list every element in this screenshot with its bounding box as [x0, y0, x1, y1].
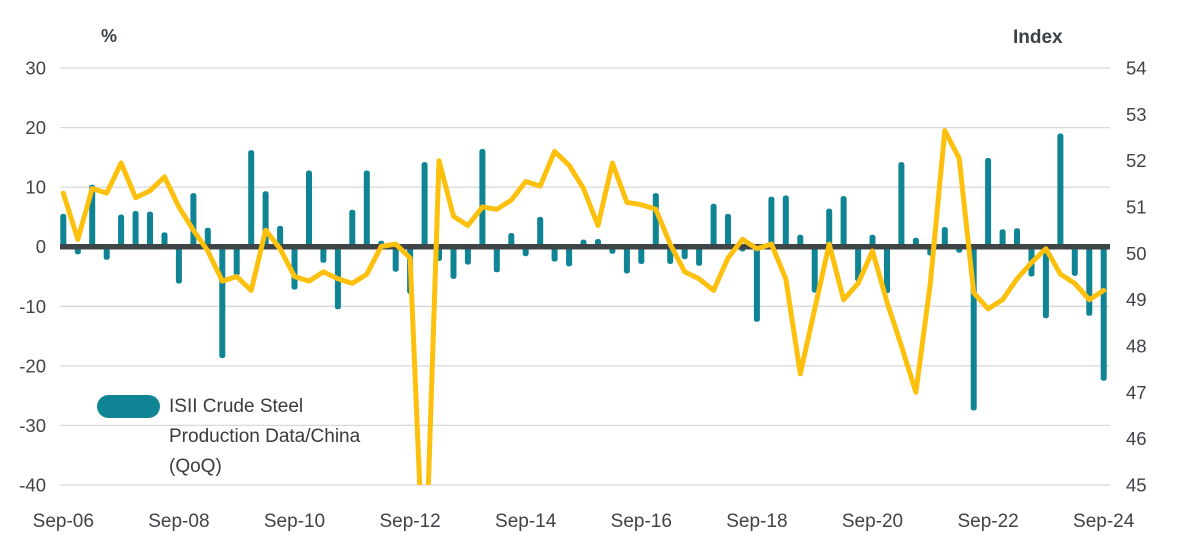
- left-axis-title: %: [101, 26, 118, 46]
- bar: [363, 170, 370, 247]
- legend-line-1: ISII Crude Steel: [169, 396, 304, 417]
- bar: [450, 246, 457, 279]
- right-tick-label: 45: [1126, 475, 1147, 496]
- left-tick-label: -30: [19, 415, 46, 436]
- bar: [537, 216, 544, 247]
- index-line: [60, 128, 1107, 485]
- bar: [306, 170, 312, 247]
- bar: [1014, 228, 1020, 247]
- bar: [869, 234, 876, 247]
- right-axis-ticks: 54 53 52 51 50 49 48 47 46 45: [1126, 58, 1147, 496]
- legend-line-3: (QoQ): [169, 456, 222, 477]
- x-tick-label: Sep-14: [495, 511, 557, 532]
- bar: [464, 246, 471, 265]
- bar: [175, 246, 182, 284]
- bar: [277, 225, 284, 247]
- bar: [1086, 246, 1093, 316]
- x-tick-label: Sep-06: [33, 511, 94, 532]
- left-tick-label: -20: [19, 355, 46, 376]
- bar: [826, 208, 833, 247]
- bar: [797, 234, 804, 247]
- bar: [782, 195, 789, 247]
- left-tick-label: -10: [19, 296, 46, 317]
- right-tick-label: 50: [1126, 243, 1147, 264]
- x-tick-label: Sep-24: [1073, 511, 1135, 532]
- right-tick-label: 51: [1126, 197, 1147, 218]
- bar: [60, 213, 67, 247]
- left-tick-label: 30: [25, 58, 46, 79]
- right-tick-label: 47: [1126, 382, 1147, 403]
- gridlines: [60, 67, 1110, 486]
- bar: [623, 246, 630, 274]
- left-tick-label: 20: [25, 117, 46, 138]
- right-tick-label: 49: [1126, 289, 1147, 310]
- bar: [320, 246, 327, 263]
- bar: [811, 246, 818, 293]
- bar: [884, 246, 890, 294]
- x-tick-label: Sep-12: [379, 511, 440, 532]
- bar: [999, 229, 1006, 247]
- legend: ISII Crude Steel Production Data/China (…: [97, 392, 360, 482]
- bar: [710, 203, 717, 247]
- zero-axis-line: [60, 244, 1110, 250]
- left-axis-ticks: 30 20 10 0 -10 -20 -30 -40: [19, 58, 46, 496]
- bar: [118, 214, 125, 247]
- x-tick-label: Sep-08: [148, 511, 209, 532]
- bar: [147, 211, 153, 247]
- bar: [103, 246, 110, 260]
- bar: [421, 162, 428, 247]
- bar: [985, 158, 992, 247]
- bar: [132, 211, 139, 247]
- bar: [551, 246, 558, 262]
- bar: [725, 213, 731, 247]
- bar: [840, 196, 847, 247]
- bar: [638, 246, 645, 264]
- left-tick-label: -40: [19, 475, 46, 496]
- right-tick-label: 48: [1126, 336, 1147, 357]
- right-tick-label: 54: [1126, 58, 1147, 79]
- bar: [349, 209, 356, 247]
- legend-line-2: Production Data/China: [169, 426, 361, 447]
- bar: [566, 246, 573, 267]
- bar: [233, 246, 240, 276]
- bar: [1057, 133, 1064, 247]
- bar: [941, 227, 948, 247]
- right-tick-label: 53: [1126, 104, 1147, 125]
- left-tick-label: 0: [36, 236, 46, 257]
- right-axis-title: Index: [1013, 27, 1063, 48]
- bar: [161, 232, 168, 247]
- right-tick-label: 46: [1126, 428, 1147, 449]
- bar: [681, 246, 688, 260]
- legend-label: ISII Crude Steel Production Data/China (…: [169, 392, 360, 482]
- x-axis-ticks: Sep-06 Sep-08 Sep-10 Sep-12 Sep-14 Sep-16 Sep-…: [33, 511, 1135, 532]
- bar: [855, 246, 862, 282]
- bar: [508, 233, 515, 247]
- x-tick-label: Sep-22: [957, 511, 1018, 532]
- right-tick-label: 52: [1126, 150, 1147, 171]
- bar: [190, 193, 197, 247]
- bar: [392, 246, 399, 272]
- bar: [204, 227, 211, 247]
- bar: [479, 149, 486, 247]
- bar: [753, 246, 760, 322]
- bar: [219, 246, 226, 359]
- bar: [898, 162, 905, 247]
- bar: [768, 196, 775, 247]
- bar: [1042, 246, 1049, 319]
- legend-swatch-bar: [97, 395, 160, 418]
- bar: [248, 150, 255, 247]
- bar: [1100, 246, 1107, 381]
- bar: [1071, 246, 1078, 276]
- x-tick-label: Sep-18: [726, 511, 787, 532]
- x-tick-label: Sep-16: [611, 511, 672, 532]
- x-tick-label: Sep-20: [842, 511, 903, 532]
- bar: [493, 246, 500, 273]
- x-tick-label: Sep-10: [264, 511, 325, 532]
- bar: [696, 246, 703, 266]
- left-tick-label: 10: [25, 177, 46, 198]
